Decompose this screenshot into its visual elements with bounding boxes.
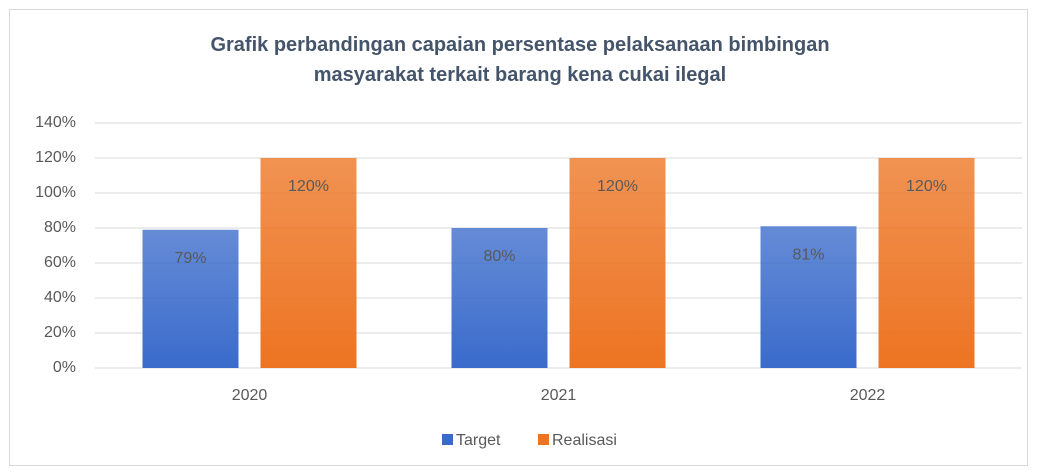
bar <box>142 229 239 368</box>
legend-label: Realisasi <box>552 432 617 449</box>
bar <box>451 228 548 368</box>
y-tick-label: 20% <box>44 324 76 341</box>
x-tick-label: 2020 <box>232 387 268 404</box>
y-tick-label: 0% <box>53 359 76 376</box>
data-label: 79% <box>174 250 206 267</box>
legend-swatch <box>538 434 549 445</box>
x-tick-label: 2022 <box>850 387 886 404</box>
data-label: 81% <box>792 246 824 263</box>
bar <box>878 158 975 368</box>
chart-title: Grafik perbandingan capaian persentase p… <box>210 34 830 86</box>
data-label: 120% <box>288 178 329 195</box>
bar <box>260 158 357 368</box>
y-tick-label: 80% <box>44 219 76 236</box>
y-tick-label: 40% <box>44 289 76 306</box>
legend-swatch <box>442 434 453 445</box>
y-tick-label: 60% <box>44 254 76 271</box>
y-tick-label: 120% <box>35 149 76 166</box>
data-label: 120% <box>906 178 947 195</box>
data-label: 80% <box>483 248 515 265</box>
y-tick-label: 140% <box>35 114 76 131</box>
data-label: 120% <box>597 178 638 195</box>
y-tick-label: 100% <box>35 184 76 201</box>
bar <box>760 226 857 368</box>
bar <box>569 158 666 368</box>
legend-label: Target <box>456 432 501 449</box>
x-tick-label: 2021 <box>541 387 577 404</box>
